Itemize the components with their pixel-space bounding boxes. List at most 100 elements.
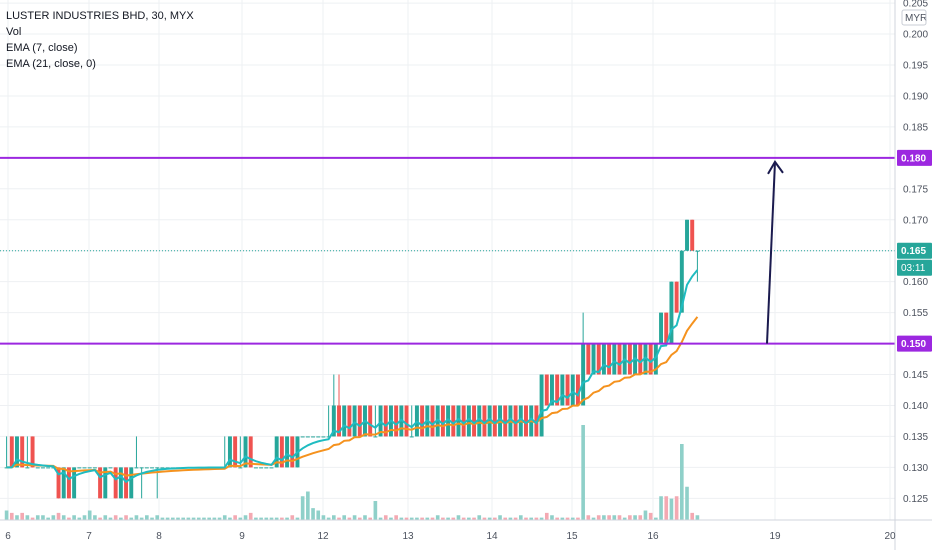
time-axis[interactable]: 6 7 8 9 12 13 14 15 16 19 20 xyxy=(0,519,932,542)
volume-bar xyxy=(77,517,82,520)
candle-body xyxy=(555,374,560,406)
volume-bar xyxy=(25,515,30,520)
ema-fast-line xyxy=(6,269,699,484)
currency-box[interactable] xyxy=(901,9,927,26)
volume-bar xyxy=(20,512,24,520)
candle-body xyxy=(40,467,45,469)
candle-body xyxy=(690,219,695,251)
volume-bar xyxy=(591,517,596,520)
candle-body xyxy=(321,436,326,438)
volume-bar xyxy=(67,517,71,520)
price-tick-label: 0.195 xyxy=(903,61,928,72)
volume-bar xyxy=(145,515,149,520)
candle-body xyxy=(92,467,97,469)
arrow-shaft[interactable] xyxy=(766,161,776,344)
candle-body xyxy=(243,436,248,468)
volume-bar xyxy=(472,517,476,520)
volume-bar xyxy=(461,517,466,520)
candle-body xyxy=(565,374,570,406)
candle-body xyxy=(420,405,425,437)
candle-body xyxy=(352,405,357,437)
candle-body xyxy=(46,467,51,469)
volume-bar xyxy=(259,517,263,520)
price-axis[interactable]: 0.125 0.130 0.135 0.140 0.145 0.150 0.155 0.160… xyxy=(894,0,932,550)
candle-body xyxy=(695,250,700,252)
symbol-title[interactable]: LUSTER INDUSTRIES BHD, 30, MYX xyxy=(6,10,194,22)
volume-bar xyxy=(669,498,674,520)
volume-bar xyxy=(409,517,414,520)
level-price-tag[interactable] xyxy=(897,149,932,166)
arrow-drawing[interactable] xyxy=(766,160,784,344)
last-price-tag[interactable] xyxy=(897,242,932,259)
candle-body xyxy=(560,374,565,406)
candle-body xyxy=(638,343,643,375)
candle-body xyxy=(30,436,35,468)
volume-bar xyxy=(155,515,160,520)
candle-body xyxy=(253,467,258,469)
candle-body xyxy=(160,467,165,469)
candle-body xyxy=(129,467,134,499)
candle-body xyxy=(357,405,362,437)
candle-body xyxy=(503,405,508,437)
price-tick-label: 0.190 xyxy=(903,91,928,102)
volume-bar xyxy=(285,517,289,520)
legend-ema-fast[interactable]: EMA (7, close) xyxy=(6,42,78,54)
candle-body xyxy=(643,343,648,375)
price-tick-label: 0.135 xyxy=(903,432,928,443)
candle-body xyxy=(674,281,679,313)
candle-body xyxy=(513,405,518,437)
candle-body xyxy=(466,405,471,437)
candle-body xyxy=(238,467,243,469)
horizontal-levels[interactable] xyxy=(0,156,895,345)
volume-bar xyxy=(243,515,248,520)
level-price-tag[interactable] xyxy=(897,335,932,352)
candle-body xyxy=(9,436,14,468)
volume-bar xyxy=(425,517,430,520)
ema-slow-line xyxy=(6,316,699,477)
candle-body xyxy=(601,343,606,375)
volume-bar xyxy=(269,517,274,520)
candle-body xyxy=(659,312,664,344)
candle-body xyxy=(25,467,30,469)
volume-bar xyxy=(498,515,502,520)
time-tick-label: 15 xyxy=(566,531,578,542)
volume-bar xyxy=(124,515,128,520)
volume-bar xyxy=(441,517,445,520)
candle-body xyxy=(305,436,310,438)
price-tick-label: 0.200 xyxy=(903,30,928,41)
volume-bar xyxy=(612,515,617,520)
volume-bar xyxy=(383,515,388,520)
volume-bar xyxy=(61,515,66,520)
volume-bar xyxy=(399,517,404,520)
candle-body xyxy=(72,467,77,499)
candle-body xyxy=(66,467,71,499)
candle-body xyxy=(685,219,689,251)
volume-bar xyxy=(430,517,435,520)
volume-bar xyxy=(539,517,544,520)
arrow-head[interactable] xyxy=(767,160,784,175)
time-tick-label: 12 xyxy=(317,531,329,542)
volume-bar xyxy=(363,515,367,520)
volume-bar xyxy=(529,517,534,520)
volume-bar xyxy=(311,508,315,520)
candle-body xyxy=(290,436,295,468)
candle-body xyxy=(155,467,160,469)
price-tick-label: 0.205 xyxy=(903,0,928,10)
volume-bar xyxy=(113,515,118,520)
volume-bar xyxy=(368,517,372,520)
candle-body xyxy=(61,467,66,499)
candle-body xyxy=(524,405,528,437)
volume-bar xyxy=(238,517,243,520)
legend-vol[interactable]: Vol xyxy=(6,26,22,38)
legend-ema-slow[interactable]: EMA (21, close, 0) xyxy=(6,58,96,70)
candle-body xyxy=(274,436,279,468)
price-tick-label: 0.170 xyxy=(903,215,928,226)
volume-bar xyxy=(581,425,585,520)
candle-body xyxy=(581,343,586,406)
candle-body xyxy=(570,374,575,406)
volume-bar xyxy=(170,517,175,520)
volume-bar xyxy=(82,515,87,520)
candle-body xyxy=(87,467,92,469)
